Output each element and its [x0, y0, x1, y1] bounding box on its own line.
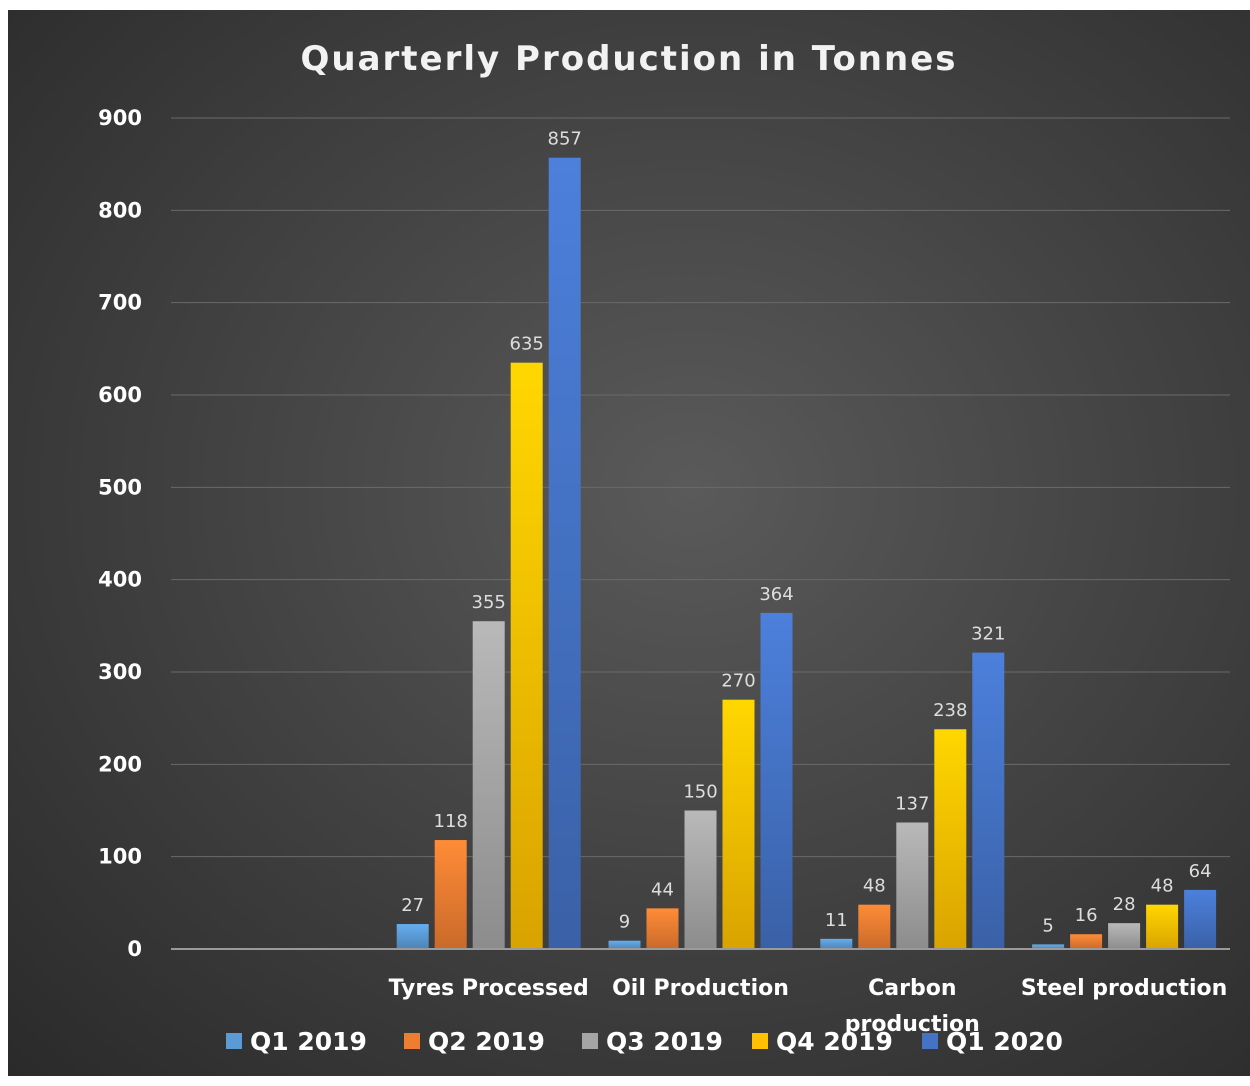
legend-swatch [226, 1033, 242, 1049]
data-label: 355 [472, 592, 506, 613]
data-label: 635 [510, 334, 544, 355]
legend-label: Q3 2019 [606, 1027, 723, 1056]
bars: 27 118 355 635 857 9 44 150 270 364 11 48 137 238 321 5… [396, 129, 1217, 949]
bar [1108, 923, 1141, 949]
data-label: 48 [863, 876, 886, 897]
legend-swatch [582, 1033, 598, 1049]
y-tick-label: 900 [98, 106, 142, 130]
y-tick-label: 800 [98, 198, 142, 222]
bar [684, 810, 717, 949]
data-label: 238 [933, 700, 967, 721]
y-tick-label: 0 [127, 937, 142, 961]
legend-label: Q1 2019 [250, 1027, 367, 1056]
x-tick-label: Tyres Processed [389, 976, 589, 1001]
bar [760, 612, 793, 949]
y-tick-label: 100 [98, 845, 142, 869]
data-label: 9 [619, 912, 630, 933]
bar [1146, 904, 1179, 949]
data-label: 321 [971, 624, 1005, 645]
bar [820, 938, 853, 949]
data-label: 364 [759, 584, 793, 605]
bar [896, 822, 929, 949]
chart-area: Quarterly Production in Tonnes 27 118 355 6… [8, 10, 1250, 1076]
data-label: 11 [825, 910, 848, 931]
data-label: 64 [1189, 861, 1212, 882]
data-label: 5 [1042, 915, 1053, 936]
y-tick-label: 500 [98, 475, 142, 499]
bar [1184, 889, 1217, 949]
legend-swatch [922, 1033, 938, 1049]
data-label: 137 [895, 794, 929, 815]
legend-swatch [404, 1033, 420, 1049]
data-label: 44 [651, 879, 674, 900]
x-tick-label: Steel production [1021, 976, 1227, 1001]
bar [1032, 944, 1065, 949]
axes: 0 100 200 300 400 500 600 700 800 900 Tyres Proces… [98, 106, 1230, 1037]
data-label: 150 [683, 782, 717, 803]
data-label: 27 [401, 895, 424, 916]
legend-label: Q1 2020 [946, 1027, 1063, 1056]
x-tick-label: Carbon production [845, 976, 980, 1037]
y-tick-label: 400 [98, 568, 142, 592]
legend-swatch [752, 1033, 768, 1049]
bar [548, 157, 581, 949]
bar [722, 699, 755, 949]
bar [646, 908, 679, 949]
bar [972, 652, 1005, 949]
chart-title: Quarterly Production in Tonnes [300, 39, 957, 79]
y-tick-label: 200 [98, 752, 142, 776]
bar [396, 924, 429, 949]
bar [472, 621, 505, 949]
y-tick-label: 600 [98, 383, 142, 407]
bar-chart: Quarterly Production in Tonnes 27 118 355 6… [98, 39, 1230, 1056]
bar [608, 940, 641, 949]
data-label: 118 [434, 811, 468, 832]
legend-label: Q4 2019 [776, 1027, 893, 1056]
data-label: 857 [548, 129, 582, 150]
data-label: 28 [1113, 894, 1136, 915]
bar [434, 840, 467, 949]
legend: Q1 2019 Q2 2019 Q3 2019 Q4 2019 Q1 2020 [226, 1027, 1063, 1056]
bar [934, 729, 967, 949]
data-label: 16 [1075, 905, 1098, 926]
bar [858, 904, 891, 949]
bar [1070, 934, 1103, 949]
gridlines [171, 117, 1230, 858]
data-label: 48 [1151, 876, 1174, 897]
bar [510, 362, 543, 949]
y-tick-label: 300 [98, 660, 142, 684]
y-tick-label: 700 [98, 291, 142, 315]
data-label: 270 [721, 671, 755, 692]
legend-label: Q2 2019 [428, 1027, 545, 1056]
x-tick-label: Oil Production [612, 976, 789, 1001]
